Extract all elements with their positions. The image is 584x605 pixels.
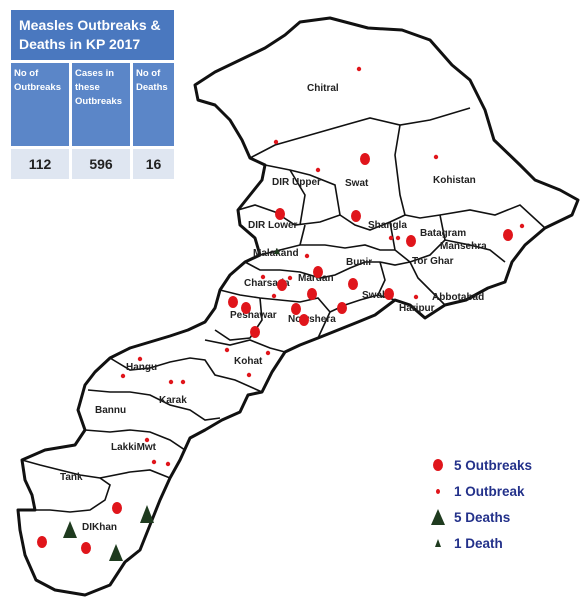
label-buner: Bunir bbox=[346, 257, 372, 268]
outbreak-marker-large bbox=[384, 288, 394, 300]
outbreak-marker-small bbox=[246, 372, 252, 378]
outbreak-marker-small bbox=[260, 274, 266, 280]
label-swat: Swat bbox=[345, 178, 369, 189]
outbreak-marker-large bbox=[81, 542, 91, 554]
legend-item-5-outbreaks: 5 Outbreaks bbox=[428, 452, 532, 478]
outbreak-marker-large bbox=[250, 326, 260, 338]
summary-column-outbreaks: No of Outbreaks 112 bbox=[11, 63, 69, 179]
outbreak-marker-small bbox=[395, 235, 401, 241]
outbreak-marker-large bbox=[503, 229, 513, 241]
label-shangla: Shangla bbox=[368, 220, 407, 231]
outbreak-marker-small bbox=[287, 275, 293, 281]
outbreak-marker-small bbox=[144, 437, 150, 443]
legend-label: 5 Outbreaks bbox=[454, 457, 533, 473]
label-abbottabad: Abbotabad bbox=[432, 292, 484, 303]
outbreak-marker-small bbox=[433, 154, 439, 160]
summary-header-cases: Cases in these Outbreaks bbox=[72, 63, 130, 146]
legend-item-1-outbreak: 1 Outbreak bbox=[428, 478, 532, 504]
legend-label: 5 Deaths bbox=[454, 509, 511, 525]
label-haripur: Haripur bbox=[399, 303, 435, 314]
legend-label: 1 Outbreak bbox=[454, 483, 525, 499]
summary-value-deaths: 16 bbox=[133, 149, 174, 179]
outbreak-marker-small bbox=[120, 373, 126, 379]
label-charsadda: Charsada bbox=[244, 278, 290, 289]
death-marker-large bbox=[140, 505, 154, 523]
summary-column-cases: Cases in these Outbreaks 596 bbox=[72, 63, 130, 179]
label-dir-upper: DIR Upper bbox=[272, 177, 321, 188]
outbreak-marker-large bbox=[112, 502, 122, 514]
label-nowshera: Nowshera bbox=[288, 314, 336, 325]
summary-column-deaths: No of Deaths 16 bbox=[133, 63, 174, 179]
label-kohat: Kohat bbox=[234, 356, 263, 367]
summary-header-outbreaks: No of Outbreaks bbox=[11, 63, 69, 146]
label-bannu: Bannu bbox=[95, 405, 126, 416]
outbreak-marker-small bbox=[137, 356, 143, 362]
big-dot-icon bbox=[428, 459, 448, 471]
label-peshawar: Peshawar bbox=[230, 310, 277, 321]
outbreak-marker-large bbox=[313, 266, 323, 278]
legend-label: 1 Death bbox=[454, 535, 503, 551]
label-tor-ghar: Tor Ghar bbox=[412, 256, 454, 267]
label-kohistan: Kohistan bbox=[433, 175, 476, 186]
summary-value-cases: 596 bbox=[72, 149, 130, 179]
outbreak-marker-small bbox=[168, 379, 174, 385]
outbreak-marker-large bbox=[291, 303, 301, 315]
label-lakki-marwat: LakkiMwt bbox=[111, 442, 157, 453]
outbreak-marker-small bbox=[315, 167, 321, 173]
label-mansehra: Mansehra bbox=[440, 241, 487, 252]
summary-table-columns: No of Outbreaks 112 Cases in these Outbr… bbox=[11, 63, 174, 179]
label-swabi: Swabi bbox=[362, 290, 391, 301]
label-tank: Tank bbox=[60, 472, 83, 483]
outbreak-marker-small bbox=[304, 253, 310, 259]
outbreak-marker-large bbox=[299, 314, 309, 326]
death-marker-large bbox=[109, 544, 123, 561]
summary-table-title: Measles Outbreaks & Deaths in KP 2017 bbox=[11, 10, 174, 60]
death-marker-small bbox=[274, 248, 280, 254]
summary-value-outbreaks: 112 bbox=[11, 149, 69, 179]
outbreak-marker-large bbox=[277, 279, 287, 291]
outbreak-marker-small bbox=[180, 379, 186, 385]
summary-table: Measles Outbreaks & Deaths in KP 2017 No… bbox=[11, 10, 174, 179]
legend-item-5-deaths: 5 Deaths bbox=[428, 504, 532, 530]
outbreak-marker-small bbox=[271, 293, 277, 299]
outbreak-marker-small bbox=[356, 66, 362, 72]
outbreak-marker-large bbox=[348, 278, 358, 290]
label-mardan: Mardan bbox=[298, 273, 334, 284]
label-karak: Karak bbox=[159, 395, 187, 406]
outbreak-marker-large bbox=[241, 302, 251, 314]
outbreak-marker-small bbox=[273, 139, 279, 145]
death-marker-large bbox=[63, 521, 77, 538]
outbreak-marker-large bbox=[275, 208, 285, 220]
outbreak-marker-large bbox=[360, 153, 370, 165]
outbreak-marker-small bbox=[519, 223, 525, 229]
summary-header-deaths: No of Deaths bbox=[133, 63, 174, 146]
outbreak-marker-small bbox=[265, 350, 271, 356]
label-chitral: Chitral bbox=[307, 83, 339, 94]
outbreak-marker-large bbox=[228, 296, 238, 308]
outbreak-marker-large bbox=[337, 302, 347, 314]
outbreak-marker-large bbox=[351, 210, 361, 222]
outbreak-marker-small bbox=[388, 235, 394, 241]
big-triangle-icon bbox=[428, 509, 448, 525]
map-legend: 5 Outbreaks 1 Outbreak 5 Deaths 1 Death bbox=[428, 452, 532, 556]
label-dir-lower: DIR Lower bbox=[248, 220, 298, 231]
outbreak-marker-small bbox=[165, 461, 171, 467]
label-hangu: Hangu bbox=[126, 362, 157, 373]
outbreak-marker-large bbox=[406, 235, 416, 247]
outbreak-marker-small bbox=[413, 294, 419, 300]
outbreak-marker-large bbox=[37, 536, 47, 548]
legend-item-1-death: 1 Death bbox=[428, 530, 532, 556]
outbreak-marker-small bbox=[151, 459, 157, 465]
small-triangle-icon bbox=[428, 539, 448, 547]
label-di-khan: DIKhan bbox=[82, 522, 117, 533]
label-batagram: Batagram bbox=[420, 228, 466, 239]
outbreak-marker-small bbox=[224, 347, 230, 353]
small-dot-icon bbox=[428, 488, 448, 494]
outbreak-marker-large bbox=[307, 288, 317, 300]
